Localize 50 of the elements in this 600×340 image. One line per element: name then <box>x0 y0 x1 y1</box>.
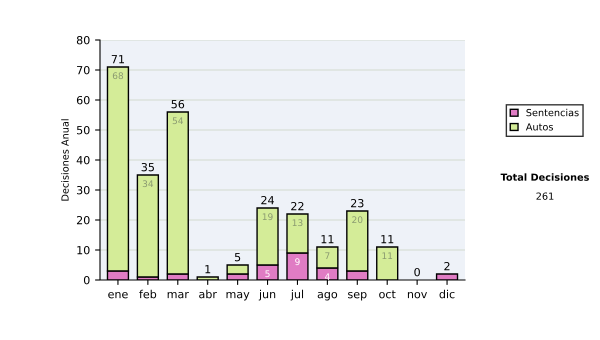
x-tick-label: may <box>226 292 250 300</box>
total-label: 0 <box>414 268 420 276</box>
y-tick-label: 70 <box>77 66 90 74</box>
total-label: 71 <box>112 55 124 64</box>
total-label: 24 <box>261 196 274 204</box>
total-label: 23 <box>351 198 364 208</box>
data-label: 13 <box>292 219 302 226</box>
x-tick-label: oct <box>379 290 396 298</box>
total-label: 11 <box>381 235 394 244</box>
total-label: 22 <box>291 202 304 210</box>
x-tick-label: ago <box>318 292 338 300</box>
data-label: 68 <box>112 72 124 80</box>
data-label: 54 <box>172 117 184 124</box>
x-tick-label: abr <box>199 290 217 298</box>
x-tick-label: dic <box>440 290 454 298</box>
y-tick-label: 50 <box>76 126 90 134</box>
total-label: 56 <box>172 100 184 108</box>
total-label: 5 <box>234 253 240 262</box>
text: Total Decisiones <box>500 173 589 181</box>
legend-label: Sentencias <box>526 108 579 116</box>
data-label: 11 <box>382 252 392 260</box>
y-axis-title: Decisiones Anual <box>61 119 69 201</box>
x-tick-label: jun <box>258 290 276 300</box>
data-label: 9 <box>295 258 300 266</box>
y-tick-label: 80 <box>76 36 90 44</box>
data-label: 20 <box>352 216 362 224</box>
x-tick-label: mar <box>168 292 189 298</box>
y-tick-label: 30 <box>76 186 90 194</box>
y-tick-label: 20 <box>76 216 90 224</box>
y-tick-label: 0 <box>84 276 90 284</box>
x-tick-label: feb <box>139 290 156 298</box>
text: 261 <box>536 192 554 200</box>
data-label: 19 <box>262 213 273 220</box>
total-label: 11 <box>322 235 334 244</box>
total-label: 35 <box>142 162 154 172</box>
legend-label: Autos <box>526 123 553 131</box>
data-label: 4 <box>324 273 330 280</box>
x-tick-label: jul <box>290 290 304 300</box>
x-tick-label: sep <box>348 292 367 300</box>
bar <box>136 174 160 278</box>
y-tick-label: 10 <box>77 246 90 254</box>
data-label: 7 <box>325 252 330 260</box>
data-label: 34 <box>142 180 154 188</box>
y-tick-label: 60 <box>76 96 90 104</box>
total-label: 1 <box>205 265 210 274</box>
x-tick-label: nov <box>408 292 428 298</box>
y-tick-label: 40 <box>76 156 90 164</box>
data-label: 5 <box>265 270 270 278</box>
x-tick-label: ene <box>108 292 128 298</box>
total-label: 2 <box>444 262 450 270</box>
